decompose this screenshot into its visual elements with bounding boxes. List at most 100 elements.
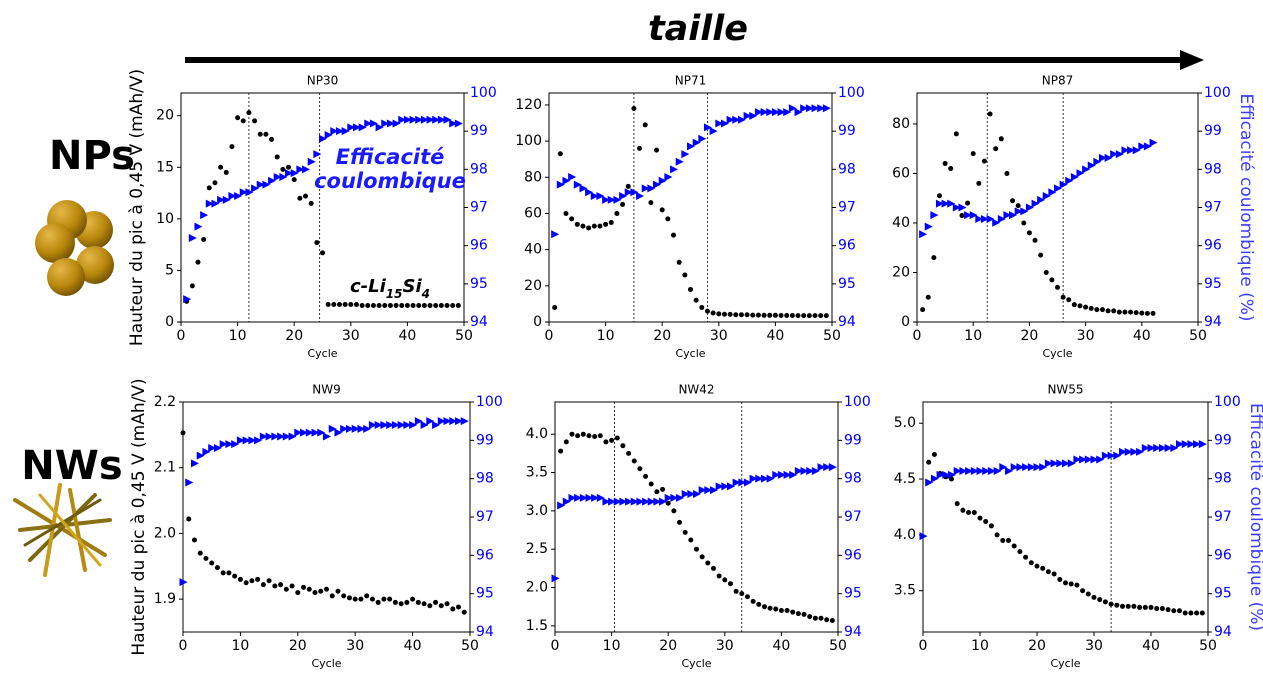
peak-height-marker — [1116, 309, 1122, 315]
y-tick-label: 1.9 — [154, 591, 176, 607]
peak-height-marker — [671, 508, 677, 514]
efficiency-marker — [766, 108, 775, 117]
y2-tick-label: 99 — [476, 432, 494, 448]
y2-tick-label: 95 — [1214, 586, 1232, 602]
peak-height-marker — [654, 147, 660, 153]
efficiency-marker — [653, 180, 662, 189]
peak-height-marker — [1063, 580, 1068, 586]
efficiency-marker — [375, 123, 384, 132]
peak-height-marker — [1066, 297, 1072, 303]
header-title: taille — [648, 9, 748, 49]
peak-height-marker — [1038, 252, 1044, 258]
peak-height-marker — [1177, 608, 1182, 614]
efficiency-marker — [194, 222, 203, 231]
peak-height-marker — [1000, 537, 1006, 543]
x-tick-label: 20 — [1028, 638, 1046, 654]
peak-height-marker — [214, 565, 220, 571]
efficiency-marker — [437, 115, 446, 124]
y2-tick-label: 100 — [476, 394, 503, 410]
y-tick-label: 80 — [892, 116, 910, 132]
peak-height-marker — [642, 122, 648, 128]
efficiency-marker — [624, 188, 633, 197]
efficiency-marker — [817, 104, 826, 113]
peak-height-marker — [1139, 310, 1145, 316]
subplot-title: NP30 — [307, 74, 338, 88]
efficiency-marker — [693, 490, 701, 498]
peak-height-marker — [235, 115, 241, 121]
efficiency-marker — [380, 421, 389, 429]
peak-height-marker — [660, 486, 666, 492]
peak-height-marker — [324, 586, 329, 592]
efficiency-marker — [602, 497, 611, 506]
x-tick-label: 30 — [710, 328, 728, 344]
efficiency-marker — [743, 478, 752, 487]
x-tick-label: 50 — [829, 638, 847, 654]
peak-height-marker — [784, 312, 790, 318]
efficiency-marker — [579, 493, 588, 502]
peak-height-marker — [773, 606, 779, 612]
plot-frame — [922, 401, 1209, 633]
efficiency-marker — [357, 424, 366, 433]
y2-tick-label: 100 — [1204, 85, 1231, 101]
peak-height-marker — [637, 466, 643, 472]
efficiency-marker — [749, 111, 758, 120]
peak-height-marker — [790, 609, 796, 615]
efficiency-marker — [794, 108, 803, 117]
peak-height-marker — [375, 599, 381, 605]
efficiency-marker — [449, 417, 458, 426]
efficiency-marker — [953, 467, 962, 475]
efficiency-marker — [1048, 188, 1057, 197]
peak-height-marker — [433, 302, 439, 308]
row-label: NPs — [49, 133, 135, 179]
peak-height-marker — [444, 302, 450, 308]
subplot-title: NP71 — [675, 74, 706, 88]
peak-height-marker — [358, 596, 364, 602]
efficiency-marker — [783, 470, 792, 479]
peak-height-marker — [682, 529, 688, 535]
y2-tick-label: 98 — [844, 471, 862, 487]
peak-height-marker — [829, 618, 835, 623]
peak-height-marker — [461, 609, 467, 615]
y-tick-label: 2.2 — [154, 394, 176, 410]
peak-height-marker — [1194, 610, 1200, 616]
efficiency-marker — [265, 432, 274, 441]
y2-tick-label: 98 — [1214, 471, 1232, 487]
subplot-title: NW9 — [312, 383, 340, 397]
peak-height-marker — [801, 313, 807, 319]
y-tick-label: 15 — [156, 159, 174, 175]
efficiency-marker — [806, 467, 815, 475]
efficiency-marker — [613, 497, 622, 506]
peak-height-marker — [382, 302, 388, 308]
efficiency-marker — [721, 482, 730, 491]
efficiency-marker — [1136, 447, 1145, 456]
peak-height-marker — [1015, 203, 1021, 209]
peak-height-marker — [659, 207, 665, 213]
peak-height-marker — [812, 615, 818, 621]
peak-height-marker — [665, 216, 671, 222]
peak-height-marker — [1010, 198, 1016, 204]
efficiency-marker — [1042, 192, 1051, 201]
efficiency-marker — [980, 214, 989, 223]
y-tick-label: 20 — [156, 108, 174, 124]
peak-height-marker — [1004, 170, 1010, 176]
peak-height-marker — [1080, 588, 1086, 594]
peak-height-marker — [705, 560, 711, 566]
y2-tick-label: 96 — [838, 238, 856, 254]
peak-height-marker — [603, 221, 609, 227]
efficiency-marker — [999, 463, 1008, 472]
peak-height-marker — [756, 601, 762, 607]
x-tick-label: 30 — [1085, 638, 1103, 654]
peak-height-marker — [291, 177, 297, 183]
efficiency-marker — [1033, 463, 1042, 472]
efficiency-marker — [766, 474, 775, 483]
y-tick-label: 20 — [892, 264, 910, 280]
efficiency-marker — [1124, 447, 1133, 456]
peak-height-marker — [393, 302, 399, 308]
efficiency-marker — [585, 188, 594, 197]
efficiency-marker — [1147, 444, 1156, 452]
y2-tick-label: 95 — [470, 276, 488, 292]
efficiency-marker — [236, 436, 245, 445]
efficiency-marker — [941, 199, 950, 208]
efficiency-marker — [1010, 463, 1019, 472]
efficiency-marker — [1138, 142, 1147, 151]
